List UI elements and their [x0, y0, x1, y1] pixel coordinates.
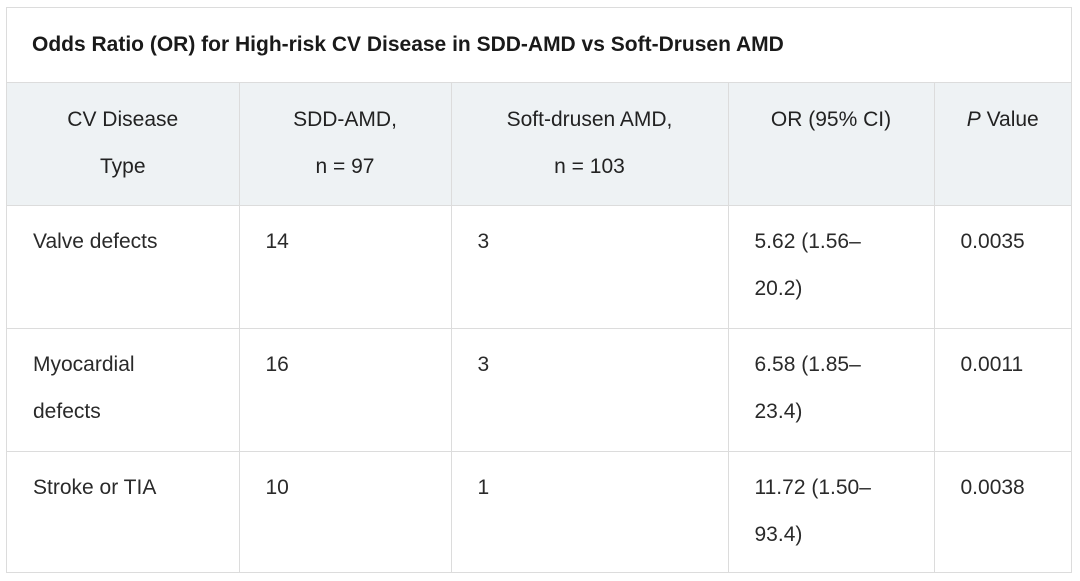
header-sdd-amd-line1: SDD-AMD,: [293, 108, 397, 131]
table-row: Valve defects 14 3 5.62 (1.56– 20.2) 0.0…: [7, 205, 1071, 329]
header-sdd-amd-line2: n = 97: [315, 155, 375, 178]
cell-or-line2: 23.4): [754, 399, 803, 423]
cell-odds-ratio: 5.62 (1.56– 20.2): [728, 205, 935, 329]
cell-odds-ratio: 11.72 (1.50– 93.4): [728, 451, 935, 572]
cell-p-value: 0.0038: [960, 475, 1025, 499]
cell-or-line1: 6.58 (1.85–: [754, 352, 861, 376]
cell-or-line1: 5.62 (1.56–: [754, 229, 861, 253]
header-cv-disease-type-line2: Type: [99, 155, 146, 178]
cell-p-value: 0.0011: [934, 328, 1071, 452]
cell-or-line2: 20.2): [754, 276, 803, 300]
cell-sdd-amd: 10: [239, 451, 452, 572]
cell-soft-drusen-amd: 3: [451, 328, 729, 452]
header-cv-disease-type-line1: CV Disease: [67, 108, 179, 131]
header-cv-disease-type: CV Disease Type: [7, 83, 240, 206]
header-p-value-italic: P: [966, 108, 981, 131]
cell-type-line1: Myocardial: [33, 352, 135, 376]
header-soft-drusen-amd: Soft-drusen AMD, n = 103: [451, 83, 729, 206]
cell-p-value: 0.0035: [934, 205, 1071, 329]
header-soft-drusen-amd-line2: n = 103: [554, 155, 625, 178]
cell-or-line1: 11.72 (1.50–: [754, 475, 871, 499]
cell-type-line1: Stroke or TIA: [33, 475, 157, 499]
header-sdd-amd: SDD-AMD, n = 97: [239, 83, 452, 206]
cell-type-line2: defects: [33, 399, 101, 423]
header-soft-drusen-amd-line1: Soft-drusen AMD,: [506, 108, 673, 131]
cell-cv-disease-type: Valve defects: [7, 205, 240, 329]
header-p-value: P Value: [934, 83, 1071, 206]
data-table: CV Disease Type SDD-AMD, n = 97 Soft-dru…: [7, 83, 1071, 572]
cell-sdd-amd: 14: [239, 205, 452, 329]
header-p-value-rest: Value: [980, 108, 1039, 131]
cell-soft-drusen-amd: 3: [451, 205, 729, 329]
header-row: CV Disease Type SDD-AMD, n = 97 Soft-dru…: [7, 83, 1071, 206]
or-table: Odds Ratio (OR) for High-risk CV Disease…: [6, 7, 1072, 573]
header-odds-ratio: OR (95% CI): [728, 83, 935, 206]
cell-or-line2: 93.4): [754, 522, 803, 546]
table-row: Stroke or TIA 10 1 11.72 (1.50– 93.4) 0.…: [7, 451, 1071, 572]
cell-cv-disease-type: Myocardial defects: [7, 328, 240, 452]
header-odds-ratio-label: OR (95% CI): [770, 108, 892, 131]
cell-odds-ratio: 6.58 (1.85– 23.4): [728, 328, 935, 452]
table-row: Myocardial defects 16 3 6.58 (1.85– 23.4…: [7, 328, 1071, 452]
cell-cv-disease-type: Stroke or TIA: [7, 451, 240, 572]
cell-type-line1: Valve defects: [33, 229, 158, 253]
table-header: CV Disease Type SDD-AMD, n = 97 Soft-dru…: [7, 83, 1071, 206]
cell-sdd-amd: 16: [239, 328, 452, 452]
cell-soft-drusen-amd: 1: [451, 451, 729, 572]
table-caption: Odds Ratio (OR) for High-risk CV Disease…: [7, 8, 1071, 83]
table-body: Valve defects 14 3 5.62 (1.56– 20.2) 0.0…: [7, 205, 1071, 572]
